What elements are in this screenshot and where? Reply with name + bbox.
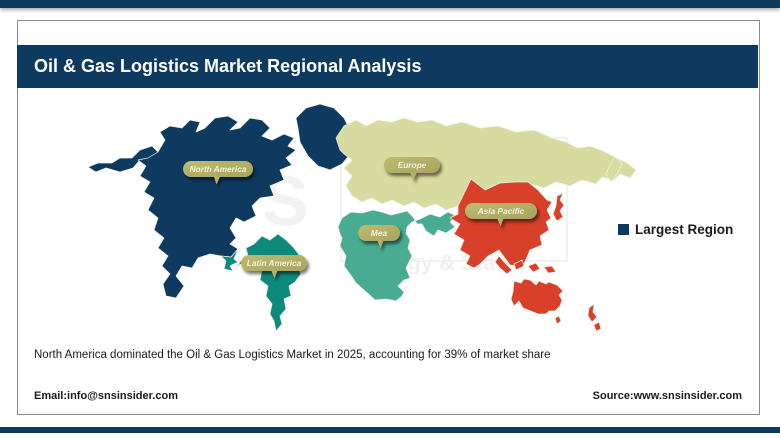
svg-text:Europe: Europe: [398, 160, 427, 170]
svg-text:Asia Pacific: Asia Pacific: [477, 206, 525, 216]
svg-text:North America: North America: [190, 164, 247, 174]
svg-text:Latin America: Latin America: [247, 258, 302, 268]
svg-text:Mea: Mea: [371, 228, 388, 238]
